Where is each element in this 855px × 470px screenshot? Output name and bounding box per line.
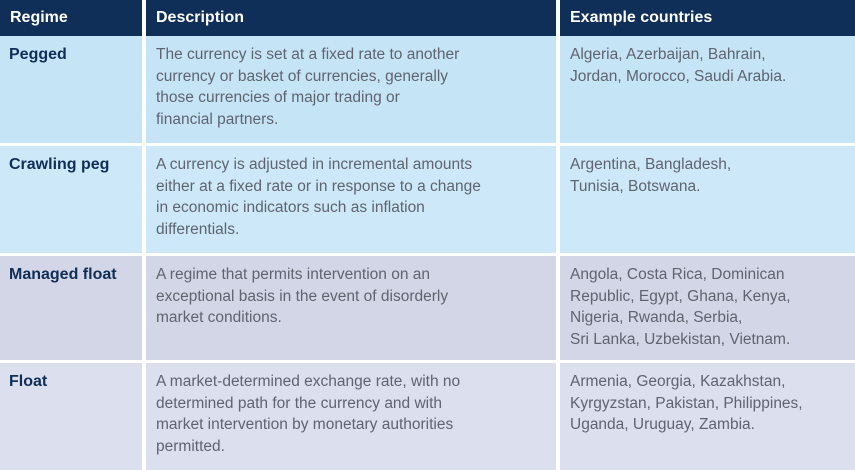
countries-managed-float: Angola, Costa Rica, Dominican Republic, … xyxy=(560,256,855,363)
description-pegged: The currency is set at a fixed rate to a… xyxy=(146,36,560,146)
countries-pegged: Algeria, Azerbaijan, Bahrain, Jordan, Mo… xyxy=(560,36,855,146)
regime-managed-float: Managed float xyxy=(0,256,146,363)
regime-crawling-peg: Crawling peg xyxy=(0,146,146,256)
description-crawling-peg: A currency is adjusted in incremental am… xyxy=(146,146,560,256)
regime-float: Float xyxy=(0,363,146,470)
header-regime: Regime xyxy=(0,0,146,36)
description-managed-float: A regime that permits intervention on an… xyxy=(146,256,560,363)
regime-pegged: Pegged xyxy=(0,36,146,146)
description-float: A market-determined exchange rate, with … xyxy=(146,363,560,470)
countries-float: Armenia, Georgia, Kazakhstan, Kyrgyzstan… xyxy=(560,363,855,470)
header-example-countries: Example countries xyxy=(560,0,855,36)
header-description: Description xyxy=(146,0,560,36)
countries-crawling-peg: Argentina, Bangladesh, Tunisia, Botswana… xyxy=(560,146,855,256)
